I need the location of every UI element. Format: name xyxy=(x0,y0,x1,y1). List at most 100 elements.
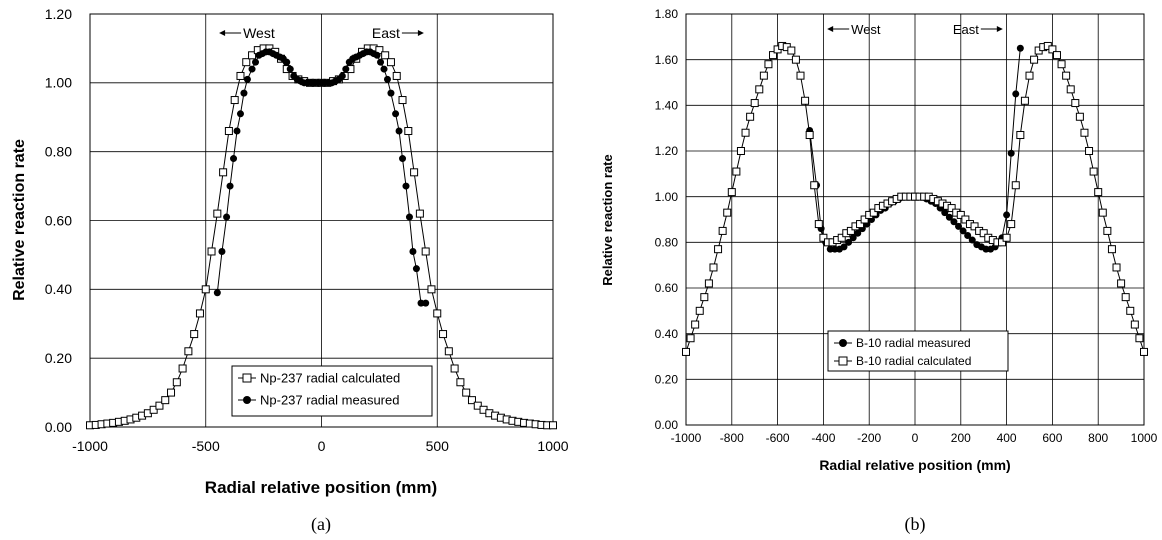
y-tick-label: 0.00 xyxy=(655,418,679,432)
data-point xyxy=(410,168,419,177)
data-point xyxy=(732,167,741,176)
data-point xyxy=(947,204,956,213)
data-point xyxy=(248,65,256,73)
data-point xyxy=(1103,226,1112,235)
data-point xyxy=(1140,347,1148,356)
data-point xyxy=(149,405,158,414)
data-point xyxy=(421,247,430,256)
data-point xyxy=(764,60,773,69)
chart-b-direction-annotations: West East xyxy=(827,22,1003,37)
data-point xyxy=(439,330,448,339)
data-point xyxy=(412,265,420,273)
data-point xyxy=(398,96,407,105)
data-point xyxy=(1121,293,1130,302)
data-point xyxy=(846,226,855,235)
legend-entry: B-10 radial measured xyxy=(856,336,971,350)
data-point xyxy=(691,320,700,329)
data-point xyxy=(787,46,796,55)
data-point xyxy=(1098,208,1107,217)
y-tick-label: 0.40 xyxy=(655,327,679,341)
y-tick-label: 0.60 xyxy=(655,281,679,295)
data-point xyxy=(840,243,848,251)
legend-entry: Np-237 radial measured xyxy=(260,393,399,408)
x-tick-label: 1000 xyxy=(1131,431,1158,445)
data-point xyxy=(810,181,819,190)
data-point xyxy=(549,421,557,430)
data-point xyxy=(1107,245,1116,254)
data-point xyxy=(178,364,187,373)
x-tick-label: -500 xyxy=(192,438,220,454)
data-point xyxy=(219,168,228,177)
data-point xyxy=(856,220,865,229)
data-point xyxy=(236,71,245,80)
data-point xyxy=(796,71,805,80)
data-point xyxy=(404,127,413,136)
legend-box xyxy=(827,330,1009,372)
data-point xyxy=(283,58,291,66)
data-point xyxy=(386,58,395,67)
chart-a-caption: (a) xyxy=(311,514,331,535)
data-point xyxy=(233,127,241,135)
data-point xyxy=(242,58,251,67)
legend-circle-marker xyxy=(243,396,251,404)
data-point xyxy=(338,72,346,80)
chart-a-x-ticks: -1000 -500 0 500 1000 xyxy=(72,438,569,454)
x-tick-label: -200 xyxy=(857,431,881,445)
data-point xyxy=(373,51,381,59)
data-point xyxy=(746,112,755,121)
y-tick-label: 0.20 xyxy=(45,350,72,366)
data-point xyxy=(155,401,164,410)
chart-a-series xyxy=(86,44,557,430)
data-point xyxy=(392,110,400,118)
data-point xyxy=(759,71,768,80)
data-point xyxy=(184,347,193,356)
data-point xyxy=(1048,45,1057,54)
data-point xyxy=(970,222,979,231)
x-tick-label: -1000 xyxy=(72,438,108,454)
data-point xyxy=(399,155,407,163)
data-point xyxy=(1020,96,1029,105)
data-point xyxy=(473,401,482,410)
data-point xyxy=(230,155,238,163)
west-arrowhead-icon xyxy=(219,30,226,36)
data-point xyxy=(1071,99,1080,108)
data-point xyxy=(342,65,350,73)
data-point xyxy=(945,213,953,221)
data-point xyxy=(427,285,436,294)
data-point xyxy=(1094,188,1103,197)
data-point xyxy=(213,289,221,297)
west-label: West xyxy=(243,25,275,41)
series-1 xyxy=(682,41,1148,356)
data-point xyxy=(1016,44,1024,52)
data-point xyxy=(422,299,430,307)
series-0 xyxy=(86,44,557,430)
y-tick-label: 0.20 xyxy=(655,373,679,387)
data-point xyxy=(240,89,248,97)
x-tick-label: 1000 xyxy=(537,438,568,454)
data-point xyxy=(791,55,800,64)
data-point xyxy=(1062,71,1071,80)
data-point xyxy=(1007,220,1016,229)
chart-b-y-ticks: 0.00 0.20 0.40 0.60 0.80 1.00 1.20 1.40 1.60 1.80 xyxy=(655,7,679,432)
data-point xyxy=(402,182,410,190)
data-point xyxy=(950,218,958,226)
data-point xyxy=(1012,90,1020,98)
data-point xyxy=(718,226,727,235)
data-point xyxy=(1085,147,1094,155)
east-label: East xyxy=(372,25,400,41)
data-point xyxy=(1002,233,1011,242)
data-point xyxy=(686,334,695,343)
x-tick-label: -600 xyxy=(766,431,790,445)
data-point xyxy=(700,293,709,302)
east-arrowhead-icon xyxy=(417,30,424,36)
data-point xyxy=(979,229,988,238)
data-point xyxy=(383,75,391,83)
chart-a-y-ticks: 0.00 0.20 0.40 0.60 0.80 1.00 1.20 xyxy=(45,6,72,435)
data-point xyxy=(462,388,471,397)
data-point xyxy=(941,209,949,217)
data-point xyxy=(964,231,972,239)
data-point xyxy=(968,236,976,244)
data-point xyxy=(1126,306,1135,315)
y-tick-label: 0.80 xyxy=(655,236,679,250)
data-point xyxy=(956,210,965,219)
